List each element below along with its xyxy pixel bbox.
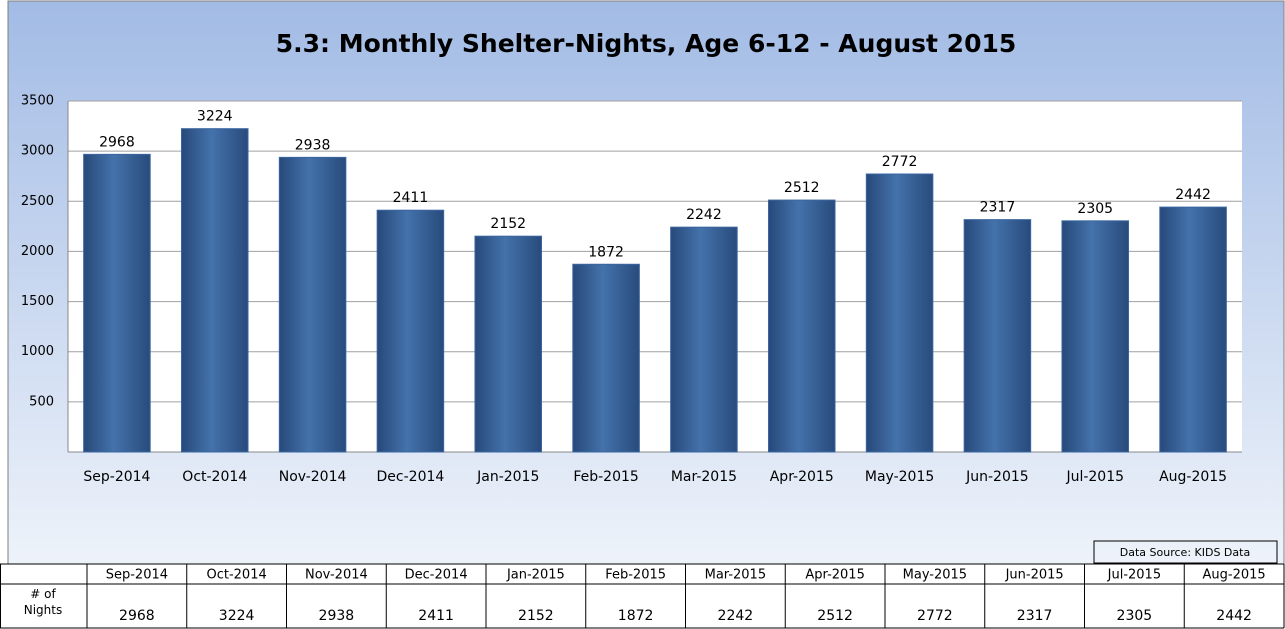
table-cell: 2938 — [319, 608, 355, 624]
value-label: 2305 — [1077, 201, 1113, 217]
bar — [474, 235, 543, 453]
x-tick-label: Jan-2015 — [476, 469, 539, 485]
value-label: 2512 — [784, 180, 820, 196]
x-tick-label: Dec-2014 — [377, 469, 445, 485]
value-label: 2772 — [882, 154, 918, 170]
bar — [1159, 206, 1227, 453]
table-header: Oct-2014 — [206, 568, 266, 583]
value-label: 2938 — [295, 137, 331, 153]
table-cell: 2242 — [718, 608, 754, 624]
x-tick-label: Oct-2014 — [182, 469, 247, 485]
value-label: 1872 — [588, 244, 624, 260]
table-cell: 2512 — [817, 608, 853, 624]
table-header: Jun-2015 — [1005, 568, 1064, 583]
y-tick-label: 2000 — [21, 244, 54, 259]
bar — [767, 199, 836, 453]
x-tick-label: Nov-2014 — [279, 469, 347, 485]
table-cell: 2317 — [1017, 608, 1053, 624]
bar — [83, 153, 151, 453]
bar — [865, 173, 934, 453]
table-header: Apr-2015 — [805, 568, 864, 583]
x-tick-label: Feb-2015 — [573, 469, 638, 485]
value-label: 2968 — [99, 134, 135, 150]
value-label: 2152 — [490, 216, 526, 232]
bar — [572, 263, 640, 453]
x-tick-label: Mar-2015 — [671, 469, 737, 485]
table-header: Sep-2014 — [106, 568, 168, 583]
bar — [376, 209, 445, 453]
bar — [278, 156, 347, 453]
y-tick-label: 500 — [29, 394, 54, 409]
y-tick-label: 1000 — [21, 344, 54, 359]
value-label: 2242 — [686, 207, 722, 223]
table-cell: 2772 — [917, 608, 953, 624]
y-tick-label: 3000 — [21, 144, 54, 159]
x-tick-label: Jul-2015 — [1065, 469, 1124, 485]
chart-title: 5.3: Monthly Shelter-Nights, Age 6-12 - … — [276, 29, 1017, 58]
table-cell: 1872 — [618, 608, 654, 624]
table-cell: 2442 — [1216, 608, 1252, 624]
table-header: Feb-2015 — [605, 568, 666, 583]
y-tick-label: 1500 — [21, 294, 54, 309]
bar — [963, 219, 1032, 453]
table-row-label: # of Nights — [23, 587, 63, 617]
table-header: May-2015 — [903, 568, 967, 583]
plot-area — [68, 101, 1242, 452]
table-cell: 2411 — [418, 608, 454, 624]
table-header: Dec-2014 — [405, 568, 468, 583]
value-label: 2411 — [393, 190, 429, 206]
x-tick-label: Aug-2015 — [1159, 469, 1227, 485]
table-cell: 2152 — [518, 608, 554, 624]
bar — [670, 226, 738, 453]
value-label: 2317 — [980, 200, 1016, 216]
x-tick-label: Apr-2015 — [770, 469, 834, 485]
table-cell: 2305 — [1117, 608, 1153, 624]
bar — [180, 128, 249, 453]
table-header: Aug-2015 — [1203, 568, 1266, 583]
table-header: Jan-2015 — [506, 568, 565, 583]
bar — [1061, 220, 1130, 453]
x-tick-label: Jun-2015 — [965, 469, 1029, 485]
table-header: Jul-2015 — [1107, 568, 1161, 583]
value-label: 2442 — [1175, 187, 1211, 203]
table-cell: 2968 — [119, 608, 155, 624]
y-tick-label: 3500 — [21, 94, 54, 109]
y-tick-label: 2500 — [21, 194, 54, 209]
table-header: Mar-2015 — [705, 568, 766, 583]
value-label: 3224 — [197, 109, 233, 125]
annotation: Data Source: KIDS Data — [1120, 546, 1250, 559]
table-header: Nov-2014 — [305, 568, 368, 583]
table-cell: 3224 — [219, 608, 255, 624]
x-tick-label: May-2015 — [865, 469, 934, 485]
annotation-box — [1093, 540, 1278, 564]
x-tick-label: Sep-2014 — [83, 469, 150, 485]
